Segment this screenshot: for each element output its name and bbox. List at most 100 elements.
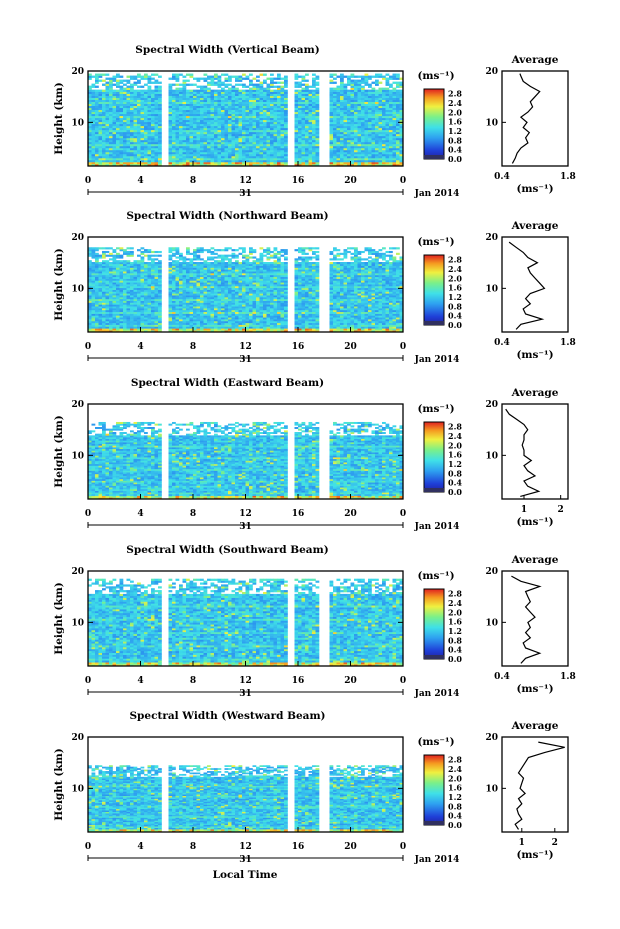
heatmap-cell	[361, 161, 365, 165]
heatmap-cell	[102, 147, 106, 151]
heatmap-cell	[200, 85, 204, 88]
heatmap-cell	[189, 115, 194, 119]
heatmap-cell	[130, 109, 134, 113]
heatmap-cell	[130, 254, 134, 257]
heatmap-cell	[179, 115, 183, 119]
heatmap-cell	[189, 326, 194, 329]
heatmap-cell	[98, 308, 103, 311]
heatmap-cell	[200, 297, 204, 300]
heatmap-cell	[123, 263, 127, 266]
heatmap-cell	[336, 111, 341, 115]
heatmap-cell	[329, 137, 334, 141]
heatmap-cell	[270, 97, 274, 100]
heatmap-cell	[182, 143, 187, 147]
heatmap-cell	[133, 273, 138, 276]
heatmap-cell	[144, 101, 148, 105]
heatmap-cell	[371, 123, 376, 127]
heatmap-cell	[245, 85, 250, 88]
heatmap-cell	[389, 123, 393, 127]
heatmap-cell	[361, 89, 365, 92]
heatmap-cell	[308, 149, 313, 153]
heatmap-cell	[273, 89, 278, 92]
heatmap-cell	[200, 298, 204, 301]
heatmap-cell	[140, 89, 145, 92]
heatmap-cell	[217, 159, 222, 163]
heatmap-cell	[305, 111, 309, 115]
heatmap-cell	[273, 119, 278, 123]
heatmap-cell	[88, 326, 92, 329]
heatmap-cell	[350, 115, 355, 119]
heatmap-cell	[263, 133, 267, 137]
heatmap-cell	[126, 147, 131, 151]
heatmap-cell	[193, 123, 197, 127]
heatmap-cell	[270, 83, 274, 86]
heatmap-cell	[154, 263, 159, 266]
heatmap-cell	[133, 274, 138, 278]
heatmap-cell	[238, 105, 243, 109]
heatmap-cell	[203, 119, 208, 123]
heatmap-cell	[340, 163, 344, 167]
heatmap-cell	[305, 129, 309, 133]
heatmap-cell	[364, 133, 369, 137]
heatmap-cell	[329, 139, 334, 143]
heatmap-cell	[361, 117, 365, 121]
heatmap-cell	[270, 107, 274, 111]
heatmap-cell	[207, 111, 211, 115]
heatmap-cell	[343, 145, 348, 149]
heatmap-cell	[343, 101, 348, 105]
heatmap-cell	[340, 107, 344, 111]
heatmap-cell	[203, 125, 208, 129]
heatmap-cell	[144, 141, 148, 145]
heatmap-cell	[385, 105, 390, 109]
heatmap-cell	[95, 319, 99, 322]
heatmap-cell	[301, 119, 306, 123]
heatmap-cell	[375, 113, 379, 117]
heatmap-cell	[333, 137, 337, 141]
heatmap-cell	[179, 157, 183, 161]
heatmap-cell	[273, 111, 278, 115]
heatmap-cell	[252, 89, 257, 92]
heatmap-cell	[186, 265, 190, 268]
heatmap-cell	[98, 297, 103, 300]
heatmap-cell	[95, 267, 99, 270]
heatmap-cell	[375, 151, 379, 155]
heatmap-cell	[189, 117, 194, 121]
heatmap-cell	[294, 107, 299, 111]
heatmap-cell	[238, 153, 243, 157]
heatmap-cell	[245, 151, 250, 155]
heatmap-cell	[354, 133, 358, 137]
heatmap-cell	[119, 273, 124, 276]
heatmap-cell	[154, 284, 159, 287]
heatmap-cell	[389, 141, 393, 145]
heatmap-cell	[189, 133, 194, 137]
heatmap-cell	[189, 298, 194, 301]
heatmap-cell	[375, 75, 379, 78]
heatmap-cell	[88, 262, 92, 265]
heatmap-cell	[343, 147, 348, 151]
heatmap-cell	[196, 153, 201, 157]
heatmap-cell	[305, 119, 309, 123]
heatmap-cell	[333, 117, 337, 121]
heatmap-cell	[315, 89, 320, 92]
heatmap-cell	[102, 107, 106, 111]
heatmap-cell	[228, 129, 232, 133]
heatmap-cell	[301, 141, 306, 145]
heatmap-cell	[140, 145, 145, 149]
heatmap-cell	[137, 295, 141, 298]
heatmap-cell	[259, 129, 264, 133]
heatmap-cell	[245, 121, 250, 125]
heatmap-cell	[119, 298, 124, 301]
heatmap-cell	[175, 117, 180, 121]
heatmap-cell	[189, 121, 194, 125]
heatmap-cell	[95, 125, 99, 129]
heatmap-cell	[109, 328, 113, 331]
heatmap-cell	[207, 109, 211, 113]
heatmap-cell	[312, 159, 316, 163]
heatmap-cell	[193, 265, 197, 268]
heatmap-cell	[182, 85, 187, 88]
heatmap-cell	[210, 109, 215, 113]
heatmap-cell	[273, 95, 278, 98]
heatmap-cell	[88, 249, 92, 252]
heatmap-cell	[273, 129, 278, 133]
